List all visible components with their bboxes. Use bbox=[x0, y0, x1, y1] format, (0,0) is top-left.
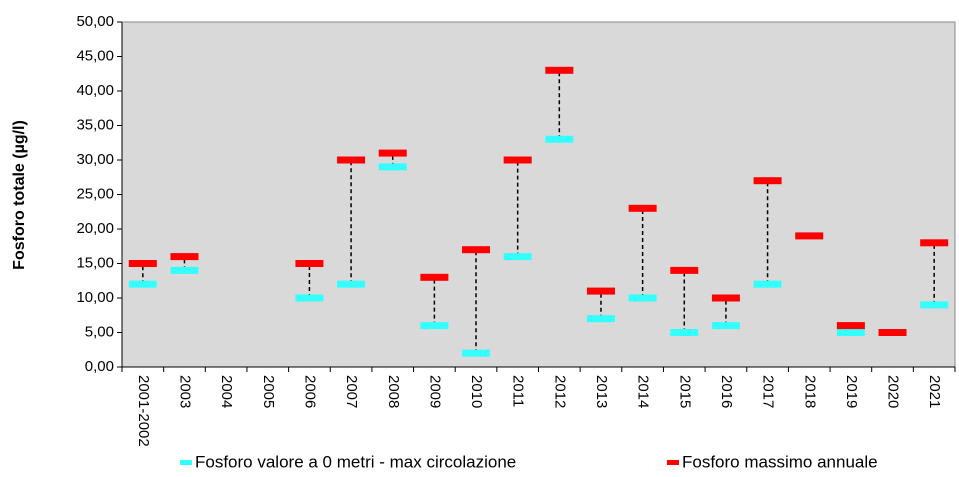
y-tick-label: 5,00 bbox=[85, 323, 114, 340]
marker bbox=[586, 287, 615, 295]
y-tick-label: 40,00 bbox=[76, 82, 114, 99]
y-tick-label: 35,00 bbox=[76, 116, 114, 133]
marker bbox=[920, 301, 949, 309]
plot-area bbox=[121, 21, 956, 368]
x-tick-label: 2006 bbox=[301, 375, 318, 408]
x-tick-label: 2020 bbox=[885, 375, 902, 408]
marker bbox=[545, 135, 574, 143]
x-tick-label: 2019 bbox=[843, 375, 860, 408]
legend-swatch bbox=[180, 460, 192, 465]
marker bbox=[753, 177, 782, 185]
y-tick-label: 30,00 bbox=[76, 151, 114, 168]
x-tick-label: 2004 bbox=[218, 375, 235, 408]
y-tick-label: 25,00 bbox=[76, 185, 114, 202]
legend-label: Fosforo valore a 0 metri - max circolazi… bbox=[195, 452, 516, 471]
marker bbox=[128, 260, 157, 267]
y-tick-label: 45,00 bbox=[76, 47, 114, 64]
marker bbox=[920, 239, 949, 247]
marker bbox=[795, 232, 824, 240]
x-tick-label: 2007 bbox=[343, 375, 360, 408]
marker bbox=[170, 253, 199, 261]
x-tick-label: 2018 bbox=[801, 375, 818, 408]
marker bbox=[836, 329, 865, 336]
legend-label: Fosforo massimo annuale bbox=[682, 452, 878, 471]
marker bbox=[420, 273, 449, 281]
x-tick-label: 2016 bbox=[718, 375, 735, 408]
x-tick-label: 2005 bbox=[260, 375, 277, 408]
marker bbox=[337, 280, 366, 288]
marker bbox=[670, 266, 699, 274]
y-tick-label: 50,00 bbox=[76, 13, 114, 30]
y-axis-title: Fosforo totale (µg/l) bbox=[11, 120, 28, 270]
x-tick-label: 2014 bbox=[635, 375, 652, 408]
marker bbox=[711, 294, 740, 302]
x-tick-label: 2011 bbox=[510, 375, 527, 407]
x-tick-label: 2013 bbox=[593, 375, 610, 408]
marker bbox=[628, 294, 657, 302]
marker bbox=[753, 280, 782, 288]
marker bbox=[711, 322, 740, 330]
legend-swatch bbox=[667, 460, 679, 465]
marker bbox=[295, 260, 324, 267]
x-tick-label: 2003 bbox=[177, 375, 194, 408]
x-tick-label: 2009 bbox=[426, 375, 443, 408]
marker bbox=[462, 246, 491, 254]
y-tick-label: 15,00 bbox=[76, 254, 114, 271]
x-tick-label: 2012 bbox=[551, 375, 568, 408]
x-tick-label: 2015 bbox=[676, 375, 693, 408]
marker bbox=[378, 149, 407, 157]
marker bbox=[170, 266, 199, 274]
marker bbox=[128, 280, 157, 288]
marker bbox=[545, 66, 574, 74]
y-tick-label: 10,00 bbox=[76, 289, 114, 306]
marker bbox=[503, 156, 532, 164]
marker bbox=[420, 322, 449, 330]
marker bbox=[337, 156, 366, 164]
x-tick-label: 2010 bbox=[468, 375, 485, 408]
marker bbox=[836, 322, 865, 330]
x-tick-label: 2001-2002 bbox=[135, 375, 152, 447]
y-tick-label: 0,00 bbox=[85, 358, 114, 375]
x-tick-label: 2008 bbox=[385, 375, 402, 408]
marker bbox=[295, 294, 324, 302]
x-tick-label: 2021 bbox=[926, 375, 943, 408]
marker bbox=[462, 349, 491, 357]
marker bbox=[878, 329, 907, 336]
marker bbox=[670, 329, 699, 336]
y-tick-label: 20,00 bbox=[76, 220, 114, 237]
x-tick-label: 2017 bbox=[760, 375, 777, 408]
marker bbox=[378, 163, 407, 171]
marker bbox=[628, 204, 657, 212]
marker bbox=[503, 253, 532, 261]
marker bbox=[586, 315, 615, 323]
